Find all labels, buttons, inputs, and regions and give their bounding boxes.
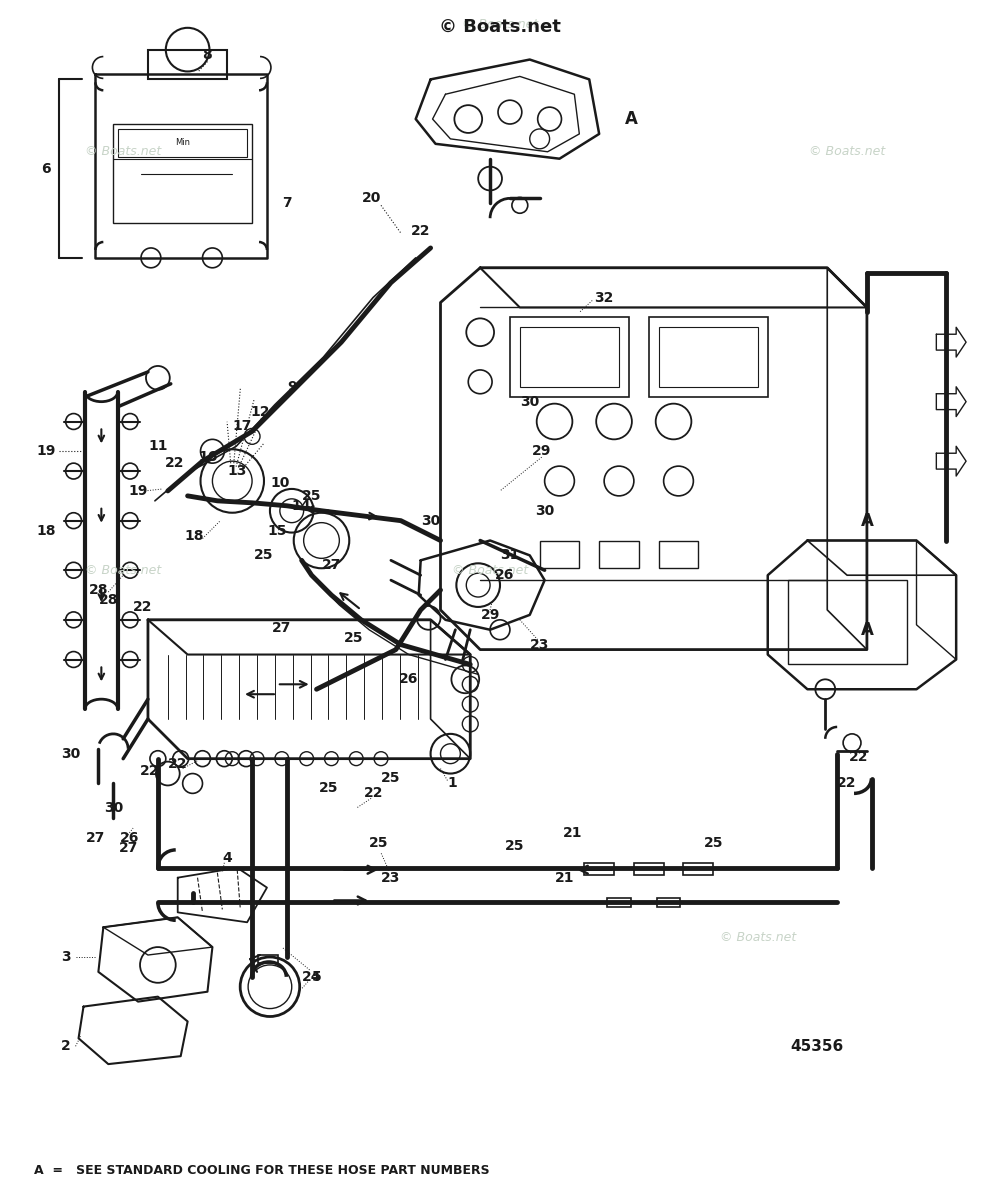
Text: 25: 25 (343, 631, 363, 644)
Text: 22: 22 (133, 600, 153, 614)
Text: 30: 30 (520, 395, 539, 409)
Text: 22: 22 (140, 763, 160, 778)
Text: 9: 9 (287, 379, 297, 394)
Text: 19: 19 (128, 484, 148, 498)
Text: A  =   SEE STANDARD COOLING FOR THESE HOSE PART NUMBERS: A = SEE STANDARD COOLING FOR THESE HOSE … (34, 1164, 490, 1177)
Text: 25: 25 (505, 839, 525, 853)
Bar (649, 317, 768, 397)
Text: 27: 27 (118, 841, 138, 854)
Text: 22: 22 (849, 750, 869, 763)
Text: 28: 28 (89, 583, 108, 598)
Text: 27: 27 (322, 558, 341, 572)
Text: 15: 15 (267, 523, 287, 538)
Text: 27: 27 (272, 620, 292, 635)
Text: 26: 26 (119, 830, 139, 845)
Text: 18: 18 (36, 523, 56, 538)
Text: 25: 25 (319, 781, 338, 796)
Text: 22: 22 (165, 456, 184, 470)
Bar (634, 863, 664, 875)
Text: 29: 29 (532, 444, 551, 458)
Text: 4: 4 (222, 851, 232, 865)
Text: 25: 25 (369, 836, 389, 850)
Text: 12: 12 (250, 404, 270, 419)
Text: 8: 8 (203, 48, 212, 61)
Text: © Boats.net: © Boats.net (720, 931, 796, 943)
Text: A: A (860, 620, 873, 638)
Text: 3: 3 (61, 950, 70, 964)
Text: 2: 2 (61, 1039, 71, 1054)
Bar (520, 328, 619, 386)
Bar (788, 580, 907, 665)
Bar (510, 317, 629, 397)
Bar (657, 898, 680, 907)
Text: 31: 31 (500, 548, 520, 563)
Bar (584, 863, 614, 875)
Text: Min: Min (175, 138, 190, 146)
Text: © Boats.net: © Boats.net (452, 564, 528, 577)
Text: 25: 25 (703, 836, 723, 850)
Text: 25: 25 (302, 488, 321, 503)
Text: 27: 27 (86, 830, 105, 845)
Text: 30: 30 (421, 514, 440, 528)
Text: 24: 24 (302, 970, 321, 984)
Bar (683, 863, 713, 875)
Text: 16: 16 (199, 450, 218, 464)
Text: 17: 17 (232, 420, 252, 433)
Text: 13: 13 (228, 464, 247, 478)
Text: © Boats.net: © Boats.net (85, 145, 161, 158)
Text: 32: 32 (594, 290, 614, 305)
Text: 6: 6 (41, 162, 51, 175)
Bar (659, 540, 698, 569)
Text: 22: 22 (411, 224, 430, 238)
Bar (258, 955, 278, 962)
Text: 5: 5 (312, 970, 321, 984)
Text: 22: 22 (364, 786, 384, 800)
Bar (659, 328, 758, 386)
Text: 7: 7 (282, 197, 292, 210)
Text: 1: 1 (448, 776, 457, 791)
Bar (118, 128, 247, 157)
Text: 45356: 45356 (791, 1039, 844, 1054)
Text: 30: 30 (61, 746, 80, 761)
Text: 26: 26 (495, 569, 515, 582)
Text: 11: 11 (148, 439, 168, 454)
Text: 14: 14 (292, 499, 311, 512)
Bar (599, 540, 639, 569)
Text: 25: 25 (254, 548, 274, 563)
Text: 19: 19 (36, 444, 56, 458)
Text: © Boats.net: © Boats.net (809, 145, 885, 158)
Text: 21: 21 (555, 871, 574, 884)
Text: 28: 28 (99, 593, 118, 607)
Text: © Boats.net: © Boats.net (462, 18, 538, 31)
Text: 21: 21 (563, 826, 582, 840)
Text: A: A (860, 511, 873, 529)
Bar (148, 49, 227, 79)
Text: 25: 25 (381, 772, 401, 786)
Text: © Boats.net: © Boats.net (85, 564, 161, 577)
Text: 23: 23 (530, 637, 549, 652)
Text: A: A (624, 110, 637, 128)
Text: 10: 10 (270, 476, 290, 490)
Bar (607, 898, 631, 907)
Text: 23: 23 (381, 871, 401, 884)
Text: 26: 26 (399, 672, 418, 686)
Text: 30: 30 (535, 504, 554, 517)
Text: 22: 22 (168, 757, 187, 770)
Text: 20: 20 (361, 191, 381, 205)
Bar (113, 124, 252, 223)
Text: 30: 30 (104, 802, 123, 815)
Bar (540, 540, 579, 569)
Text: 29: 29 (480, 608, 500, 622)
Text: © Boats.net: © Boats.net (439, 18, 561, 36)
Text: 18: 18 (185, 528, 204, 542)
Text: 22: 22 (837, 776, 857, 791)
